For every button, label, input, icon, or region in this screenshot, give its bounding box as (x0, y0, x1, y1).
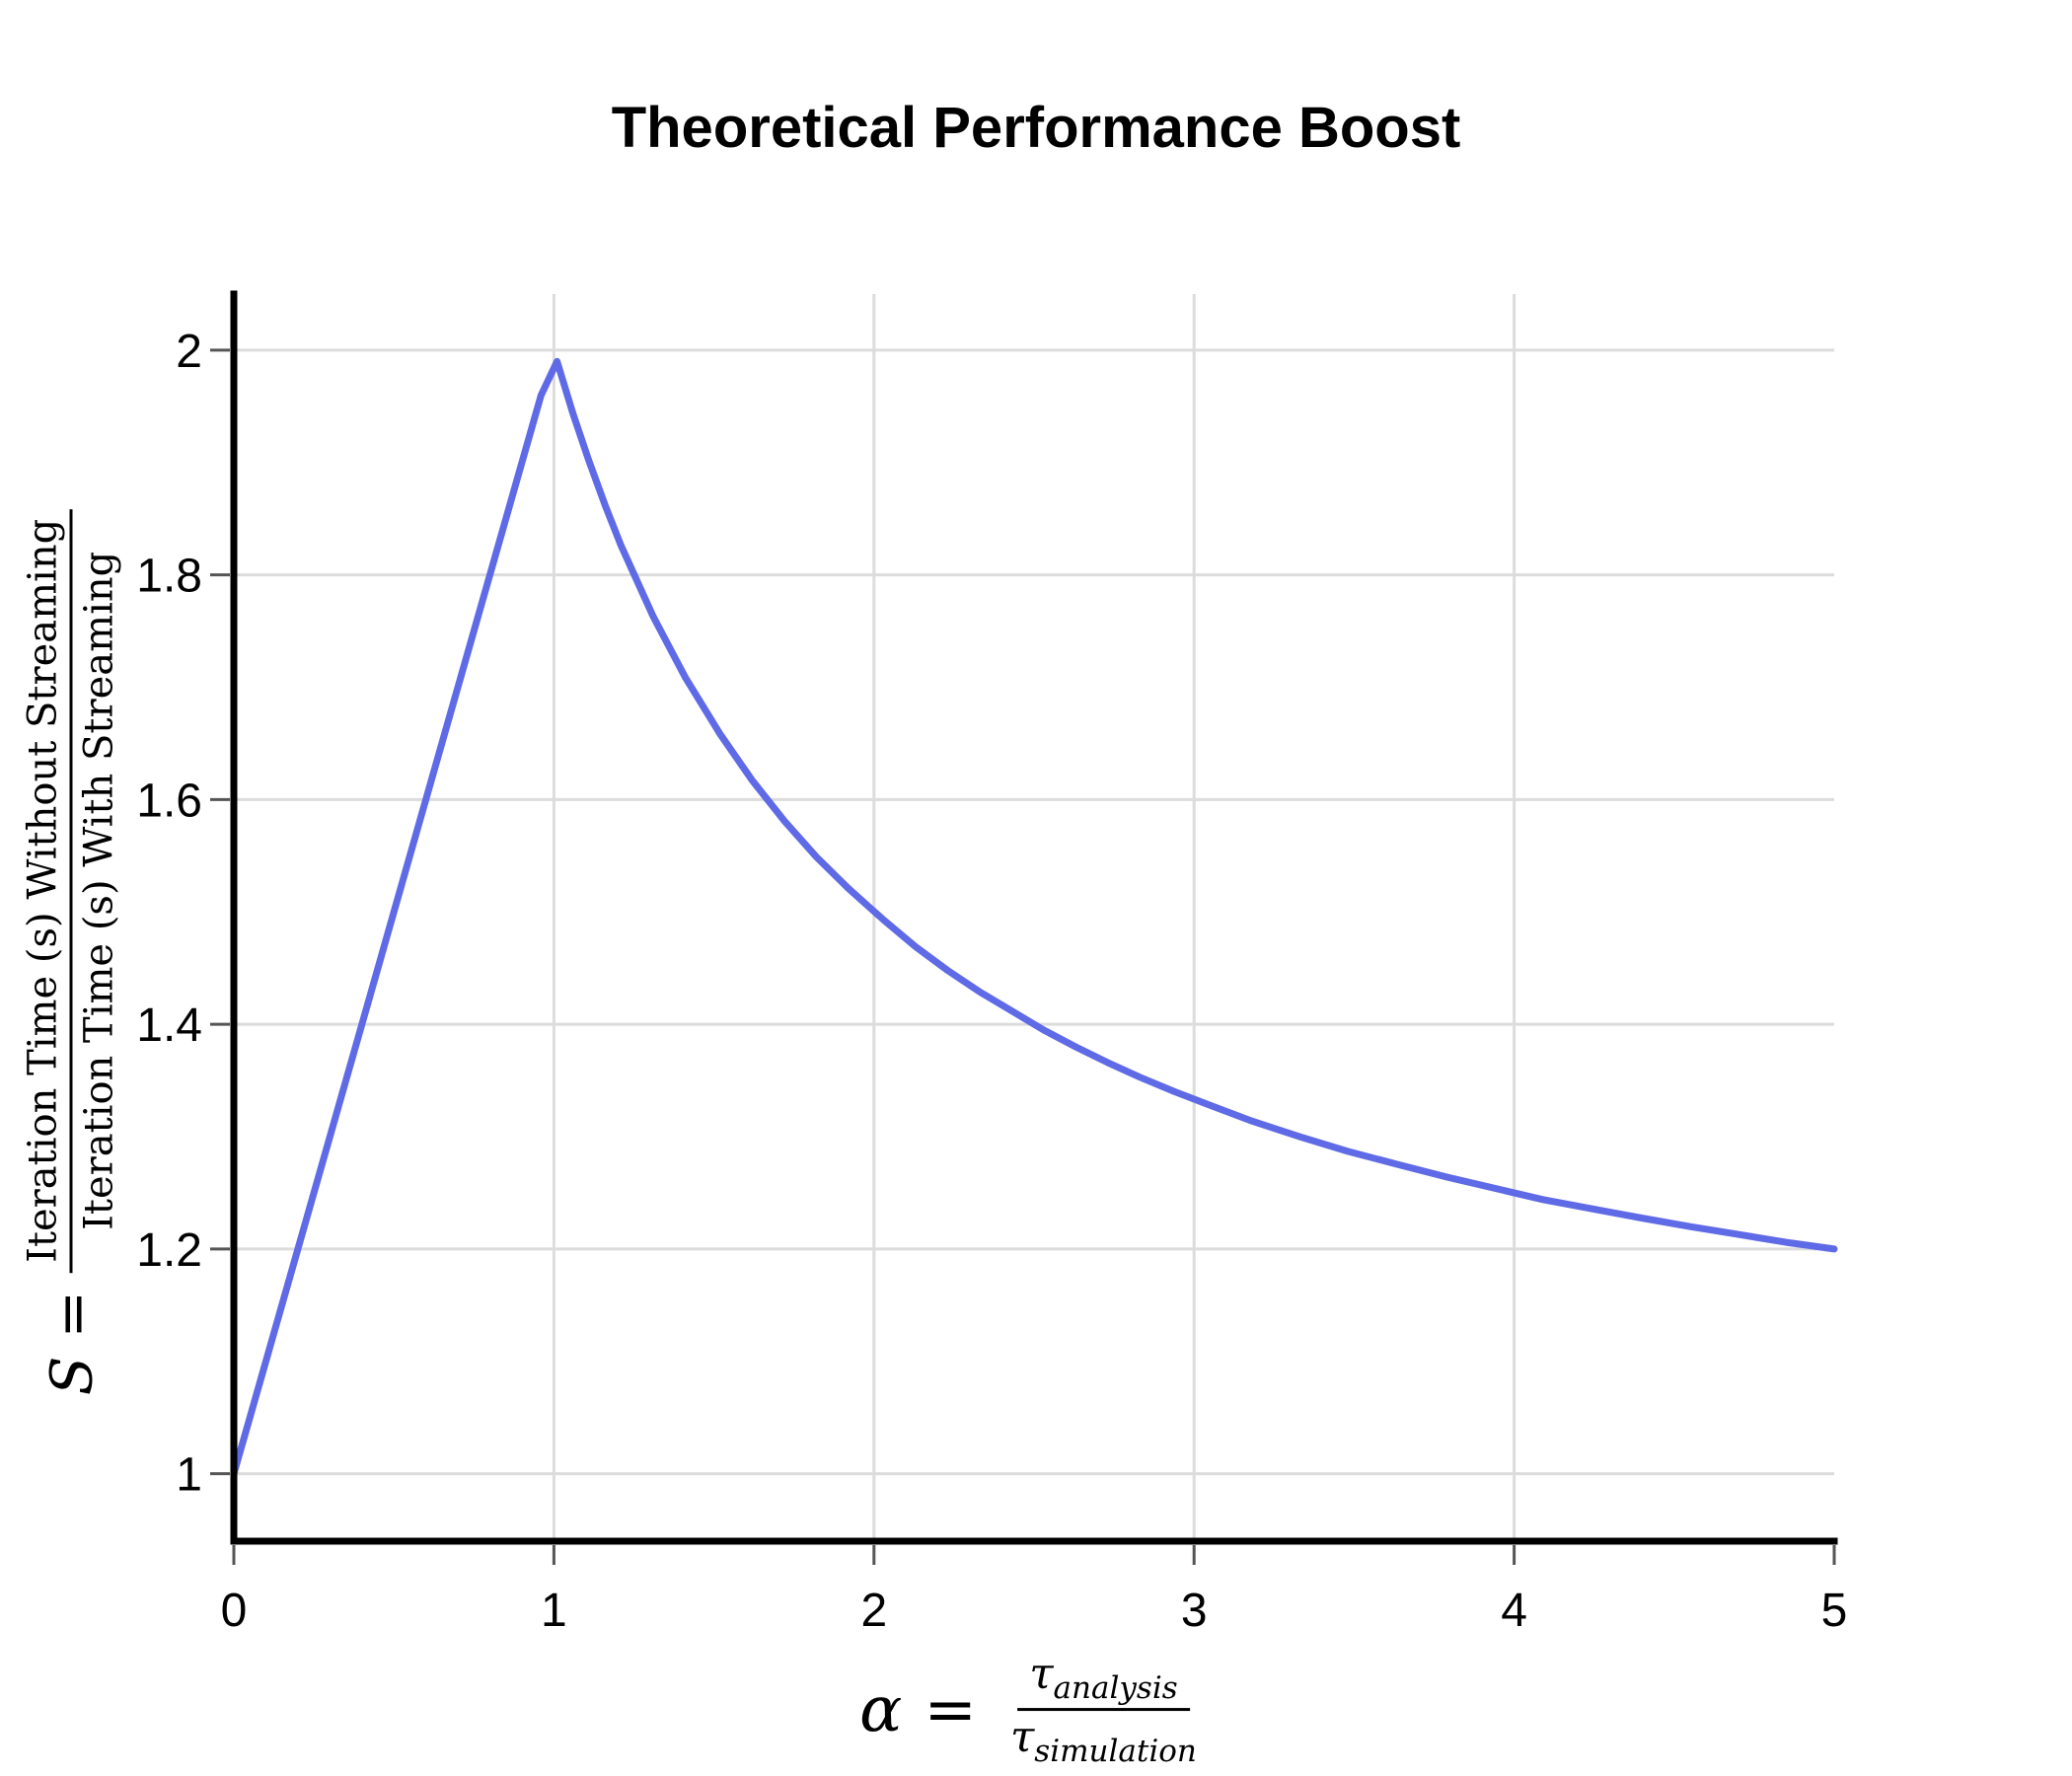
x-tick-label: 3 (1181, 1585, 1208, 1637)
speedup-curve (230, 357, 1838, 1478)
x-tick-label: 0 (221, 1585, 248, 1637)
y-tick-label: 1.8 (136, 551, 202, 603)
x-axis-variable: α (859, 1673, 903, 1746)
y-tick-label: 1.6 (136, 775, 202, 827)
chart-title: Theoretical Performance Boost (611, 96, 1461, 160)
y-tick-label: 2 (176, 326, 202, 378)
x-tick-label: 5 (1821, 1585, 1848, 1637)
x-tick-label: 1 (541, 1585, 567, 1637)
tau-analysis-subscript: analysis (1053, 1669, 1178, 1706)
tau-simulation-symbol: τ (1009, 1712, 1035, 1763)
y-axis-fraction-numerator: Iteration Time (s) Without Streaming (16, 508, 73, 1273)
x-axis-label: α = τanalysis τsimulation (859, 1648, 1209, 1772)
y-axis-equals: = (37, 1290, 105, 1339)
y-axis-fraction-denominator: Iteration Time (s) With Streaming (76, 551, 122, 1230)
x-axis-fraction-denominator: τsimulation (999, 1712, 1209, 1772)
y-tick-label: 1.4 (136, 999, 202, 1052)
x-tick-label: 4 (1501, 1585, 1527, 1637)
y-axis-fraction: Iteration Time (s) Without Streaming Ite… (16, 508, 126, 1273)
x-axis-equals: = (924, 1673, 977, 1746)
x-axis-fraction-numerator: τanalysis (1017, 1648, 1190, 1712)
y-axis-label: S = Iteration Time (s) Without Streaming… (16, 508, 126, 1396)
y-tick-label: 1.2 (136, 1224, 202, 1277)
x-axis-fraction: τanalysis τsimulation (999, 1648, 1209, 1772)
x-tick-label: 2 (860, 1585, 887, 1637)
y-tick-label: 1 (176, 1449, 202, 1502)
tau-analysis-symbol: τ (1029, 1649, 1054, 1700)
y-axis-variable: S (37, 1356, 105, 1396)
tau-simulation-subscript: simulation (1034, 1734, 1197, 1770)
